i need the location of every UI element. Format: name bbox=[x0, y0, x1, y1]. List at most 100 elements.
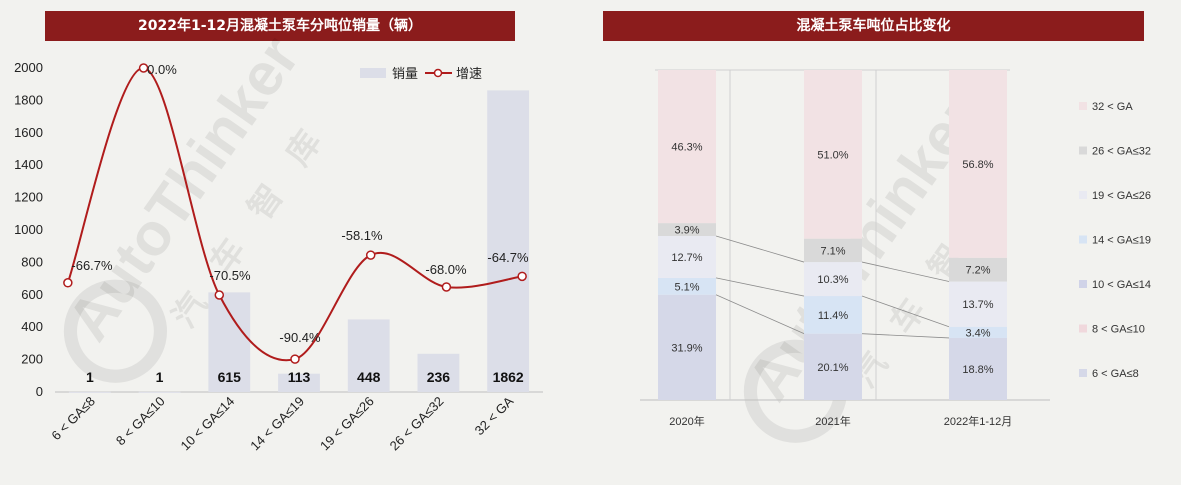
share-segment bbox=[949, 70, 1007, 258]
share-value-label: 51.0% bbox=[817, 149, 848, 161]
growth-point bbox=[517, 271, 527, 282]
growth-point bbox=[63, 278, 73, 288]
connector-line bbox=[715, 235, 805, 263]
growth-label: -90.4% bbox=[279, 330, 321, 345]
legend-label: 32 < GA bbox=[1092, 101, 1133, 113]
growth-line bbox=[66, 66, 523, 362]
growth-label: 0.0% bbox=[147, 62, 177, 77]
sales-value-label: 236 bbox=[427, 369, 451, 385]
y-tick-label: 600 bbox=[21, 287, 43, 302]
share-value-label: 10.3% bbox=[817, 274, 848, 286]
share-value-label: 46.3% bbox=[671, 142, 702, 154]
legend-label-growth: 增速 bbox=[456, 66, 482, 81]
legend-marker-growth bbox=[433, 68, 443, 78]
share-value-label: 7.1% bbox=[820, 245, 845, 257]
growth-point bbox=[441, 282, 452, 292]
growth-label: -66.7% bbox=[71, 258, 113, 273]
share-value-label: 3.9% bbox=[674, 225, 699, 237]
growth-label: -64.7% bbox=[487, 250, 529, 265]
legend-swatch bbox=[1079, 235, 1087, 244]
growth-point bbox=[365, 250, 376, 260]
sales-bar bbox=[68, 391, 111, 393]
sales-bar bbox=[208, 292, 251, 392]
y-tick-label: 200 bbox=[21, 352, 43, 367]
legend-label-sales: 销量 bbox=[392, 66, 418, 81]
share-value-label: 5.1% bbox=[674, 281, 699, 293]
x-category-label: 2020年 bbox=[669, 414, 704, 428]
legend-label: 26 < GA≤32 bbox=[1092, 146, 1151, 158]
share-value-label: 18.8% bbox=[962, 364, 993, 376]
share-value-label: 20.1% bbox=[817, 362, 848, 374]
share-value-label: 31.9% bbox=[671, 342, 702, 354]
share-value-label: 11.4% bbox=[818, 310, 849, 322]
share-segment bbox=[949, 257, 1007, 282]
legend-swatch-sales bbox=[360, 68, 386, 78]
share-segment bbox=[949, 281, 1007, 327]
share-segment bbox=[658, 235, 716, 278]
growth-point bbox=[214, 290, 225, 300]
share-value-label: 7.2% bbox=[965, 265, 990, 277]
sales-bar bbox=[417, 353, 460, 392]
y-tick-label: 400 bbox=[21, 319, 43, 334]
share-segment bbox=[658, 223, 716, 236]
legend-swatch bbox=[1079, 280, 1087, 288]
y-tick-label: 0 bbox=[36, 384, 43, 399]
y-tick-label: 1200 bbox=[14, 190, 43, 205]
connector-line bbox=[861, 333, 950, 339]
legend-swatch bbox=[1079, 369, 1087, 377]
sales-value-label: 1 bbox=[86, 369, 94, 385]
legend-swatch bbox=[1079, 102, 1087, 110]
growth-label: -58.1% bbox=[341, 228, 383, 243]
growth-point bbox=[138, 63, 149, 73]
right-chart-title: 混凝土泵车吨位占比变化 bbox=[603, 11, 1144, 41]
legend-label: 19 < GA≤26 bbox=[1092, 190, 1151, 202]
share-segment bbox=[804, 333, 862, 400]
share-segment bbox=[804, 238, 862, 263]
growth-point bbox=[290, 354, 300, 364]
share-value-label: 13.7% bbox=[962, 299, 993, 311]
growth-label: -70.5% bbox=[209, 268, 251, 283]
sales-value-label: 1862 bbox=[493, 369, 524, 385]
sales-bar bbox=[138, 391, 181, 393]
share-value-label: 12.7% bbox=[671, 252, 702, 264]
sales-bar bbox=[487, 90, 530, 392]
y-tick-label: 1600 bbox=[14, 125, 43, 140]
x-category-label: 2021年 bbox=[815, 414, 850, 428]
sales-value-label: 113 bbox=[288, 369, 311, 385]
y-tick-label: 2000 bbox=[14, 60, 43, 75]
connector-line bbox=[715, 294, 805, 335]
sales-value-label: 615 bbox=[218, 369, 242, 385]
share-segment bbox=[949, 326, 1007, 338]
connector-line bbox=[861, 261, 950, 282]
share-segment bbox=[804, 70, 862, 239]
share-segment bbox=[658, 70, 716, 224]
legend-label: 10 < GA≤14 bbox=[1092, 279, 1151, 291]
share-value-label: 56.8% bbox=[962, 159, 993, 171]
connector-line bbox=[861, 295, 950, 328]
legend-swatch bbox=[1079, 324, 1087, 333]
growth-label: -68.0% bbox=[425, 262, 467, 277]
y-tick-label: 800 bbox=[21, 254, 43, 269]
y-tick-label: 1400 bbox=[14, 157, 43, 172]
legend-swatch bbox=[1079, 146, 1087, 155]
share-value-label: 3.4% bbox=[965, 327, 990, 339]
sales-bar bbox=[347, 319, 390, 392]
legend-label: 6 < GA≤8 bbox=[1092, 368, 1139, 380]
share-segment bbox=[658, 277, 716, 295]
y-tick-label: 1000 bbox=[14, 222, 43, 237]
sales-value-label: 448 bbox=[357, 369, 381, 385]
legend-label: 14 < GA≤19 bbox=[1092, 235, 1151, 247]
legend-label: 8 < GA≤10 bbox=[1092, 324, 1145, 336]
connector-line bbox=[715, 277, 805, 297]
sales-bar bbox=[278, 373, 320, 392]
left-chart-title: 2022年1-12月混凝土泵车分吨位销量（辆） bbox=[45, 11, 515, 41]
y-tick-label: 1800 bbox=[14, 92, 43, 107]
watermark-logo-icon bbox=[63, 279, 168, 383]
legend-swatch bbox=[1079, 191, 1087, 199]
x-category-label: 2022年1-12月 bbox=[944, 414, 1013, 428]
share-segment bbox=[658, 294, 716, 400]
share-segment bbox=[804, 296, 862, 334]
share-segment bbox=[949, 337, 1007, 400]
